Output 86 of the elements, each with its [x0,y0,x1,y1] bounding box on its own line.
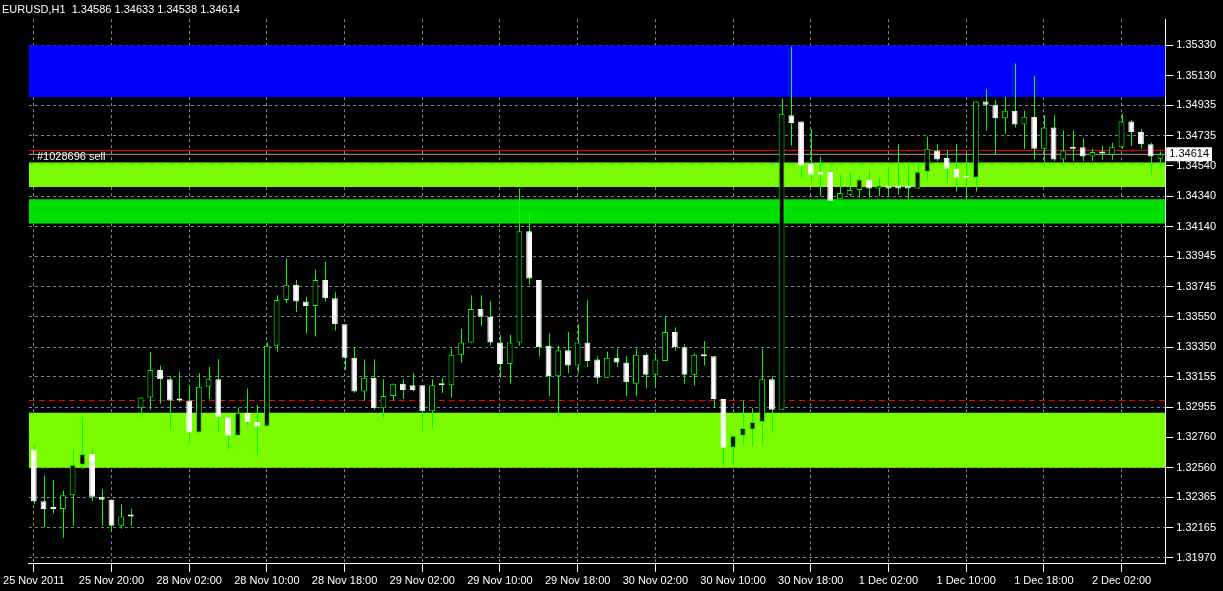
x-tick-label: 28 Nov 10:00 [234,574,300,587]
candlestick [205,366,212,400]
candlestick [1138,128,1144,150]
candlestick [157,364,163,405]
x-tick-label: 1 Dec 10:00 [936,574,996,587]
y-tick-label: 1.34735 [1176,128,1216,141]
candlestick [429,378,435,429]
x-tick-label: 2 Dec 02:00 [1091,574,1152,587]
candlestick [992,99,999,156]
x-tick-label: 25 Nov 2011 [3,574,65,587]
candlestick [574,323,581,374]
candlestick [118,503,125,530]
y-tick-label: 1.34935 [1176,98,1216,111]
x-tick-label: 30 Nov 02:00 [622,574,689,587]
x-tick-label: 1 Dec 18:00 [1014,574,1074,587]
candlestick [409,372,416,392]
y-tick-label: 1.32955 [1176,400,1216,413]
candlestick [361,358,367,402]
candlestick [60,490,66,539]
candlestick [555,345,562,417]
candlestick [788,46,795,147]
x-tick-label: 29 Nov 10:00 [467,574,533,587]
candlestick [603,351,610,379]
candlestick [1128,119,1135,147]
candlestick [739,400,746,446]
x-tick-label: 29 Nov 02:00 [389,574,455,587]
candlestick [283,258,290,304]
y-tick-label: 1.35330 [1176,38,1216,51]
y-tick-label: 1.32760 [1176,430,1216,443]
candlestick [254,404,261,456]
y-tick-label: 1.31970 [1176,550,1216,563]
candlestick [691,352,698,386]
chart-title: EURUSD,H1 1.34586 1.34633 1.34538 1.34614 [2,2,240,15]
candlestick [594,355,600,385]
y-tick-label: 1.33350 [1176,340,1216,353]
y-tick-label: 1.35130 [1176,68,1216,81]
candlestick [875,177,882,197]
candlestick [331,291,338,331]
candlestick [1002,96,1008,135]
ref-line-label: #1028696 sell [36,150,106,163]
y-tick-label: 1.33550 [1176,309,1216,322]
candlestick [322,261,329,302]
x-tick-label: 30 Nov 10:00 [700,574,766,587]
candlestick [225,416,231,450]
candlestick [487,300,494,347]
y-tick-label: 1.34540 [1176,158,1216,171]
y-tick-label: 1.32165 [1176,520,1216,533]
candlestick [234,407,241,437]
candlestick [886,166,891,197]
candlestick [730,435,736,466]
candlestick [98,488,105,527]
candlestick [497,334,503,379]
candlestick [458,328,465,363]
candlestick [506,334,513,385]
candlestick [671,326,678,351]
candlestick [79,416,86,470]
candlestick [1079,137,1086,162]
candlestick [293,279,299,313]
x-tick-label: 25 Nov 20:00 [78,574,145,587]
candlestick [584,299,591,368]
candlestick [836,174,843,200]
candlestick [302,296,309,334]
x-tick-label: 29 Nov 18:00 [544,574,611,587]
y-tick-label: 1.33945 [1176,249,1216,262]
y-tick-label: 1.32365 [1176,490,1216,503]
candlestick [623,355,630,397]
y-tick-label: 1.33745 [1176,279,1216,292]
x-tick-label: 28 Nov 02:00 [156,574,222,587]
y-tick-label: 1.33155 [1176,369,1216,382]
candlestick [419,384,426,432]
candlestick [1011,62,1018,129]
y-tick-label: 1.34140 [1176,219,1216,232]
y-tick-label: 1.32560 [1176,460,1216,473]
candlestick [866,169,872,199]
candlestick [642,352,649,389]
candlestick [565,331,571,374]
candlestick [399,378,406,400]
candlestick [652,352,659,388]
x-tick-label: 30 Nov 18:00 [778,574,844,587]
ref-line-label: 1.34614 [1169,147,1209,160]
y-tick-label: 1.34340 [1176,189,1216,202]
x-tick-label: 28 Nov 18:00 [311,574,378,587]
candlestick [846,171,853,197]
candlestick [856,175,863,199]
candlestick [166,375,173,431]
x-tick-label: 1 Dec 02:00 [858,574,919,587]
